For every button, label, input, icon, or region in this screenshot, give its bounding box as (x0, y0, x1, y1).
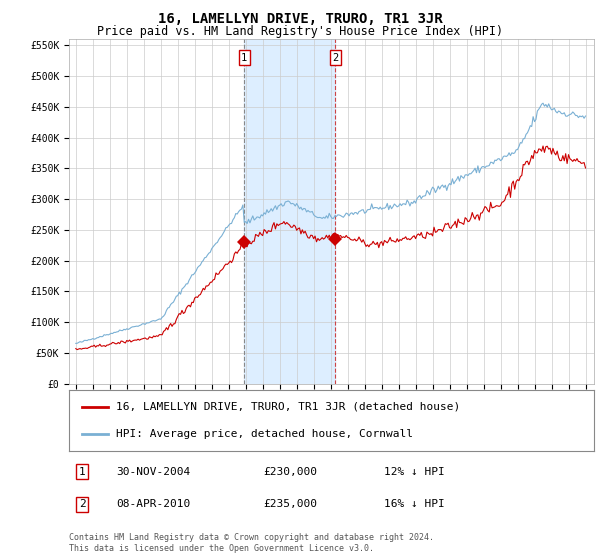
Text: 08-APR-2010: 08-APR-2010 (116, 500, 191, 510)
Text: 16% ↓ HPI: 16% ↓ HPI (384, 500, 445, 510)
Text: 12% ↓ HPI: 12% ↓ HPI (384, 466, 445, 477)
Text: Contains HM Land Registry data © Crown copyright and database right 2024.
This d: Contains HM Land Registry data © Crown c… (69, 533, 434, 553)
Text: Price paid vs. HM Land Registry's House Price Index (HPI): Price paid vs. HM Land Registry's House … (97, 25, 503, 38)
Text: 16, LAMELLYN DRIVE, TRURO, TR1 3JR: 16, LAMELLYN DRIVE, TRURO, TR1 3JR (158, 12, 442, 26)
Text: £230,000: £230,000 (263, 466, 317, 477)
Text: 2: 2 (332, 53, 338, 63)
Bar (244, 39, 335, 384)
Text: 1: 1 (241, 53, 247, 63)
Text: HPI: Average price, detached house, Cornwall: HPI: Average price, detached house, Corn… (116, 430, 413, 440)
Text: £235,000: £235,000 (263, 500, 317, 510)
Text: 30-NOV-2004: 30-NOV-2004 (116, 466, 191, 477)
Text: 2: 2 (79, 500, 86, 510)
Text: 16, LAMELLYN DRIVE, TRURO, TR1 3JR (detached house): 16, LAMELLYN DRIVE, TRURO, TR1 3JR (deta… (116, 402, 461, 412)
Text: 1: 1 (79, 466, 86, 477)
